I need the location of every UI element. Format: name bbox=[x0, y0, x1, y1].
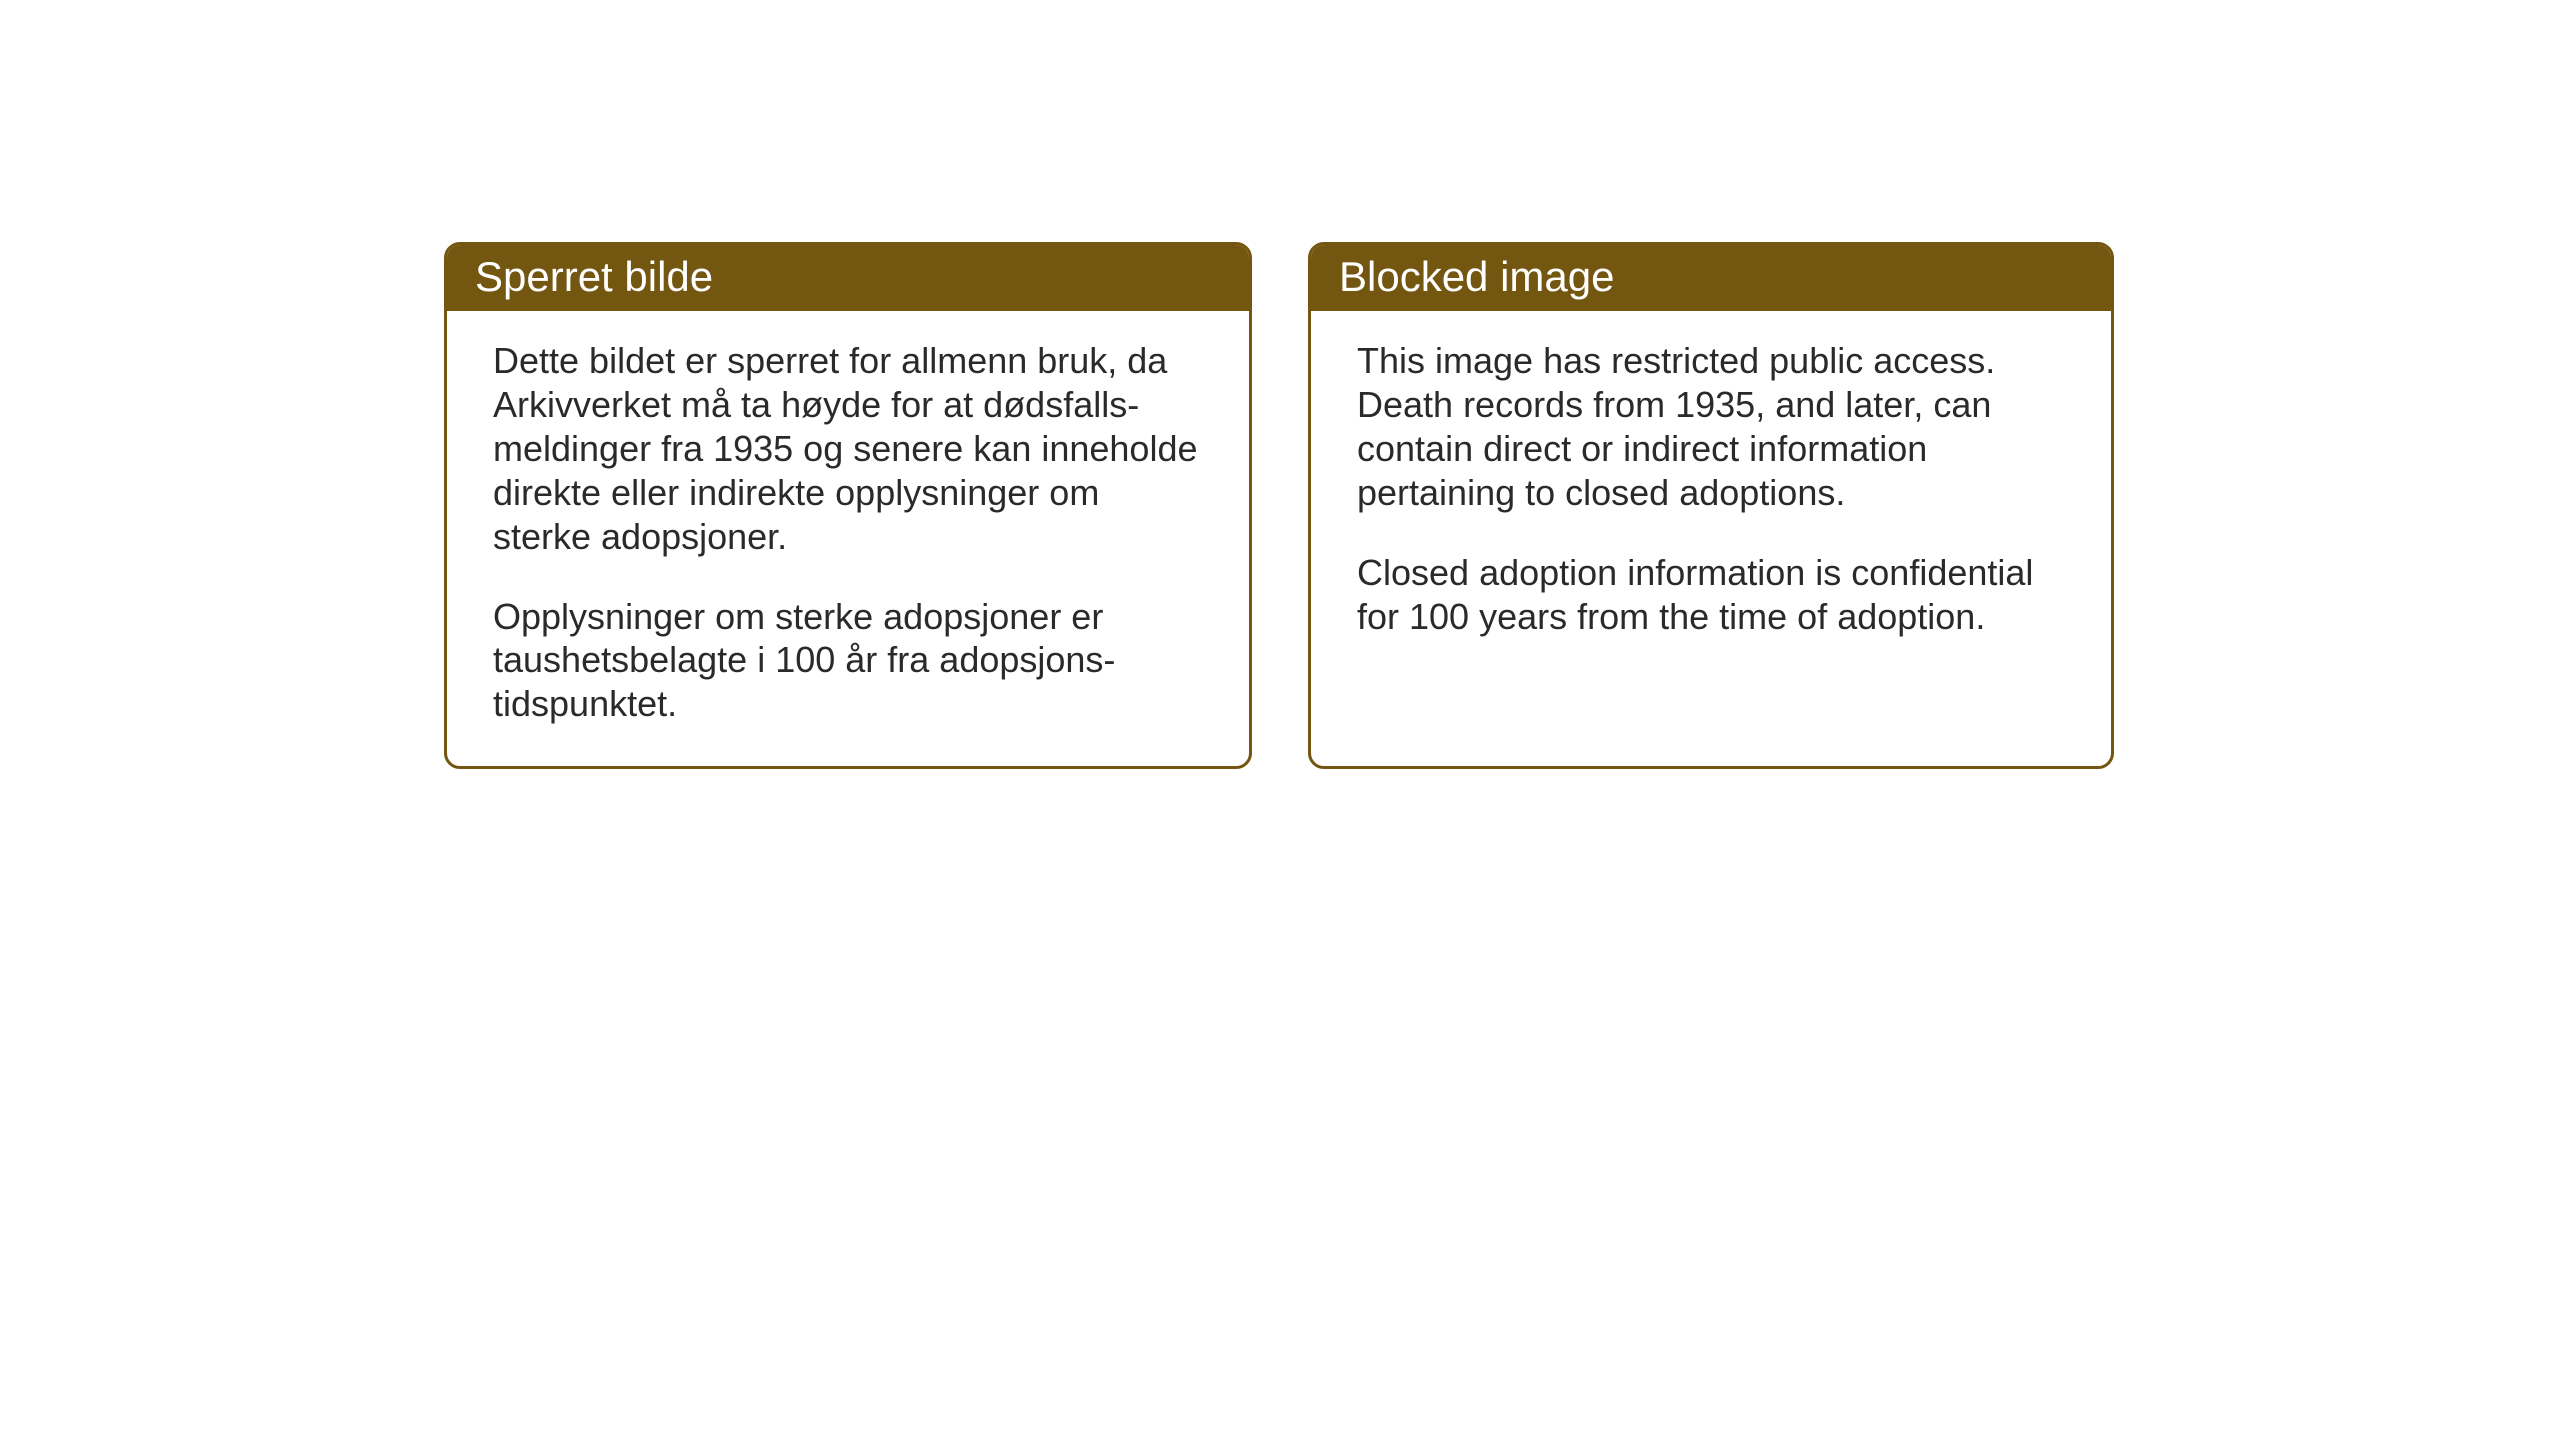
card-body-norwegian: Dette bildet er sperret for allmenn bruk… bbox=[447, 311, 1249, 766]
notice-container: Sperret bilde Dette bildet er sperret fo… bbox=[444, 242, 2114, 769]
paragraph-english-1: This image has restricted public access.… bbox=[1357, 339, 2065, 515]
paragraph-english-2: Closed adoption information is confident… bbox=[1357, 551, 2065, 639]
card-header-norwegian: Sperret bilde bbox=[447, 245, 1249, 311]
card-body-english: This image has restricted public access.… bbox=[1311, 311, 2111, 678]
card-header-english: Blocked image bbox=[1311, 245, 2111, 311]
notice-card-norwegian: Sperret bilde Dette bildet er sperret fo… bbox=[444, 242, 1252, 769]
paragraph-norwegian-2: Opplysninger om sterke adopsjoner er tau… bbox=[493, 595, 1203, 727]
notice-card-english: Blocked image This image has restricted … bbox=[1308, 242, 2114, 769]
paragraph-norwegian-1: Dette bildet er sperret for allmenn bruk… bbox=[493, 339, 1203, 559]
